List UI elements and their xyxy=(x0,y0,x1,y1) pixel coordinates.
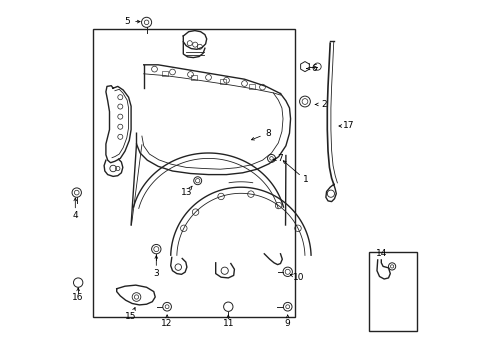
Text: 10: 10 xyxy=(292,273,304,282)
Text: 7: 7 xyxy=(277,154,283,163)
Text: 4: 4 xyxy=(72,211,78,220)
Bar xyxy=(93,29,294,317)
Text: 2: 2 xyxy=(320,100,326,109)
Bar xyxy=(162,71,168,76)
Text: 15: 15 xyxy=(125,312,137,321)
Text: 14: 14 xyxy=(375,249,386,258)
Bar xyxy=(368,252,416,331)
Text: 13: 13 xyxy=(181,188,192,197)
Text: 16: 16 xyxy=(72,292,84,302)
Text: 1: 1 xyxy=(302,175,308,184)
Text: 9: 9 xyxy=(284,320,290,328)
Bar xyxy=(220,79,225,84)
Text: 3: 3 xyxy=(153,269,159,278)
Text: 6: 6 xyxy=(311,64,317,73)
Text: 11: 11 xyxy=(222,320,234,328)
Bar xyxy=(248,84,254,89)
Text: 12: 12 xyxy=(161,320,172,328)
Text: 8: 8 xyxy=(264,129,270,138)
Text: 17: 17 xyxy=(343,122,354,130)
Text: 5: 5 xyxy=(124,17,130,26)
Bar xyxy=(191,75,197,80)
